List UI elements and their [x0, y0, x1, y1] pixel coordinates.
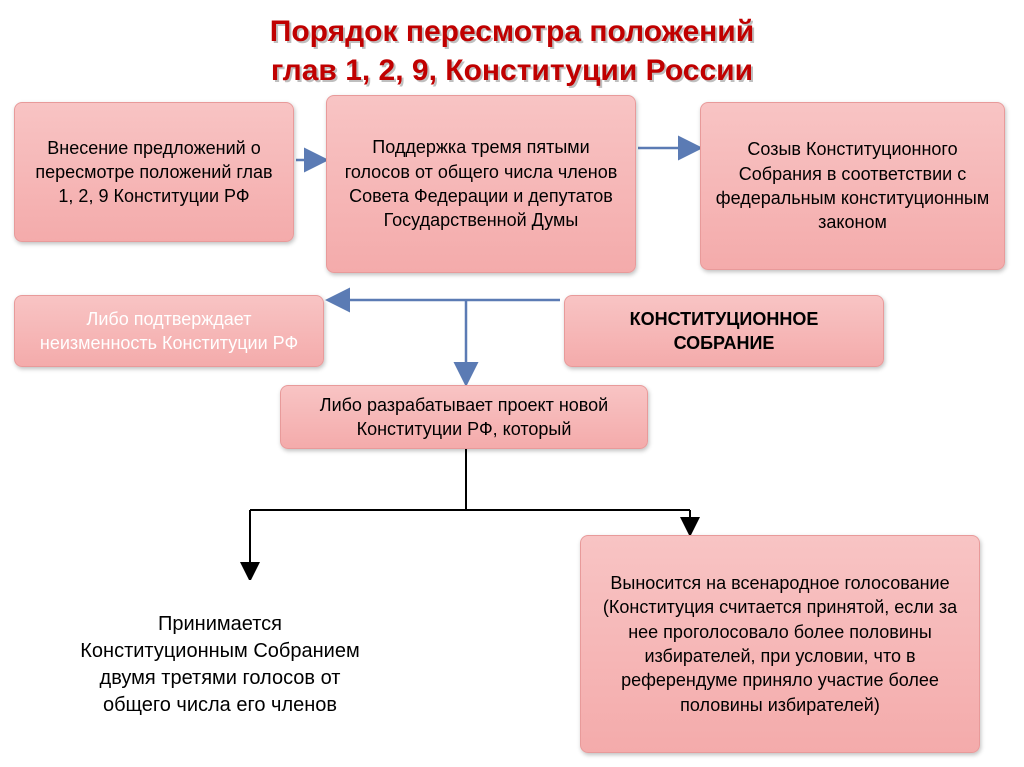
box-text: Выносится на всенародное голосование (Ко… [595, 571, 965, 717]
box-support: Поддержка тремя пятыми голосов от общего… [326, 95, 636, 273]
box-text: Поддержка тремя пятыми голосов от общего… [341, 135, 621, 232]
box-draft: Либо разрабатывает проект новой Конститу… [280, 385, 648, 449]
box-text: КОНСТИТУЦИОННОЕ СОБРАНИЕ [579, 307, 869, 356]
box-text: Либо подтверждает неизменность Конституц… [29, 307, 309, 356]
box-confirm: Либо подтверждает неизменность Конституц… [14, 295, 324, 367]
box-convene: Созыв Конституционного Собрания в соотве… [700, 102, 1005, 270]
title-line2: глав 1, 2, 9, Конституции России [0, 51, 1024, 90]
box-text: Либо разрабатывает проект новой Конститу… [295, 393, 633, 442]
box-proposal: Внесение предложений о пересмотре положе… [14, 102, 294, 242]
box-adopted-assembly: Принимается Конституционным Собранием дв… [60, 580, 380, 750]
box-text: Созыв Конституционного Собрания в соотве… [715, 137, 990, 234]
box-text: Внесение предложений о пересмотре положе… [29, 136, 279, 209]
box-assembly: КОНСТИТУЦИОННОЕ СОБРАНИЕ [564, 295, 884, 367]
box-referendum: Выносится на всенародное голосование (Ко… [580, 535, 980, 753]
title-line1: Порядок пересмотра положений [0, 12, 1024, 51]
diagram-title: Порядок пересмотра положений глав 1, 2, … [0, 0, 1024, 90]
box-text: Принимается Конституционным Собранием дв… [74, 611, 366, 719]
